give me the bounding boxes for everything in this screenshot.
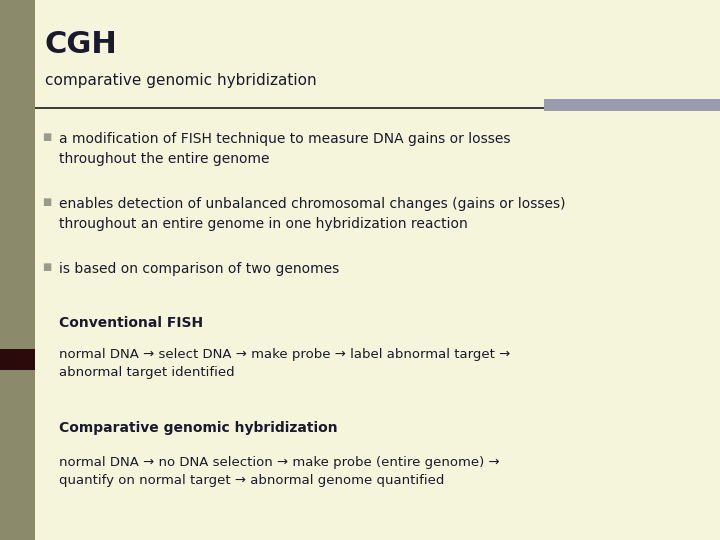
Text: comparative genomic hybridization: comparative genomic hybridization bbox=[45, 73, 316, 88]
Text: Conventional FISH: Conventional FISH bbox=[59, 316, 203, 330]
Text: normal DNA → select DNA → make probe → label abnormal target →
abnormal target i: normal DNA → select DNA → make probe → l… bbox=[59, 348, 510, 379]
Text: ■: ■ bbox=[42, 262, 51, 272]
Text: normal DNA → no DNA selection → make probe (entire genome) →
quantify on normal : normal DNA → no DNA selection → make pro… bbox=[59, 456, 500, 487]
Text: CGH: CGH bbox=[45, 30, 117, 59]
Text: a modification of FISH technique to measure DNA gains or losses
throughout the e: a modification of FISH technique to meas… bbox=[59, 132, 510, 166]
Text: ■: ■ bbox=[42, 197, 51, 207]
Bar bbox=[0, 0, 35, 540]
Text: is based on comparison of two genomes: is based on comparison of two genomes bbox=[59, 262, 339, 276]
Bar bbox=[0, 349, 35, 370]
Bar bbox=[544, 99, 720, 111]
Text: enables detection of unbalanced chromosomal changes (gains or losses)
throughout: enables detection of unbalanced chromoso… bbox=[59, 197, 565, 231]
Text: Comparative genomic hybridization: Comparative genomic hybridization bbox=[59, 421, 338, 435]
Text: ■: ■ bbox=[42, 132, 51, 143]
